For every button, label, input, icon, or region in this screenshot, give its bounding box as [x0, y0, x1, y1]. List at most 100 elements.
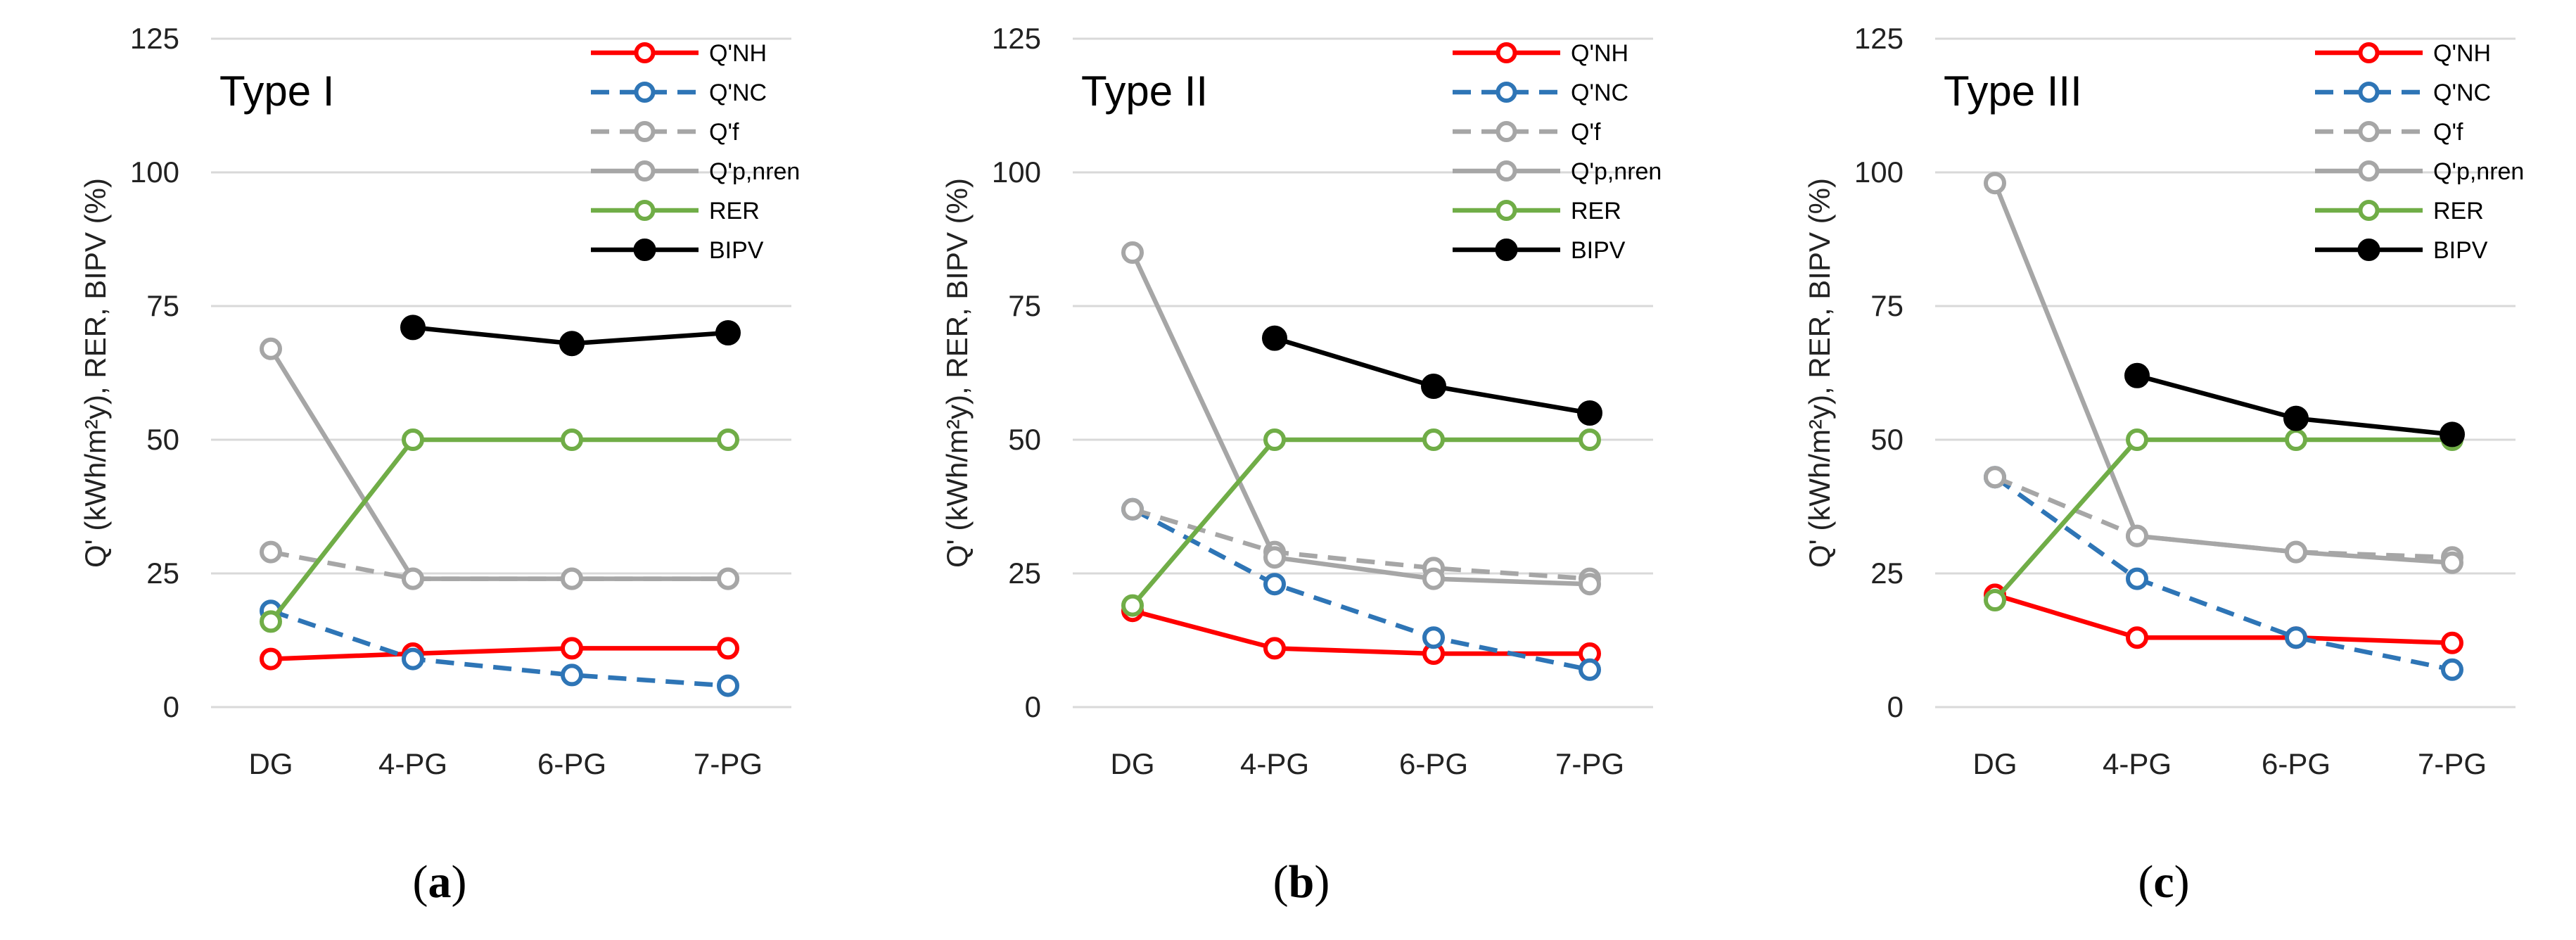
legend-q-nc-swatch-marker — [634, 82, 656, 103]
y-tick-label-0: 0 — [163, 690, 179, 723]
legend-q-p-nren-label: Q'p,nren — [709, 158, 800, 185]
x-tick-label-7-pg: 7-PG — [1555, 747, 1624, 780]
series-q-nc-point-7-pg — [2441, 658, 2463, 681]
series-q-nh-point-7-pg — [717, 637, 739, 660]
panel-label-open-paren: ( — [1273, 856, 1289, 908]
legend-q-p-nren-swatch-marker — [634, 160, 656, 182]
series-bipv-point-4-pg — [400, 315, 426, 341]
legend-rer-label: RER — [2433, 198, 2484, 224]
series-q-p-nren-point-7-pg — [2441, 551, 2463, 574]
series-q-p-nren-point-7-pg — [1579, 573, 1601, 596]
x-tick-label-6-pg: 6-PG — [2262, 747, 2330, 780]
panel-label: (c) — [2138, 856, 2189, 908]
x-tick-label-dg: DG — [249, 747, 293, 780]
series-bipv-point-6-pg — [1421, 374, 1446, 399]
series-rer-line — [1992, 437, 2455, 603]
legend-q-nc-swatch-marker — [1496, 82, 1517, 103]
legend-bipv-label: BIPV — [1571, 237, 1626, 264]
series-rer-line — [268, 437, 731, 624]
y-tick-label-125: 125 — [992, 22, 1041, 55]
y-tick-label-75: 75 — [1870, 289, 1904, 322]
legend-q-f-swatch-marker — [2358, 121, 2380, 142]
y-tick-label-0: 0 — [1887, 690, 1904, 723]
series-q-p-nren-line — [268, 346, 731, 581]
y-tick-label-50: 50 — [1008, 423, 1041, 456]
series-q-p-nren-point-4-pg — [2126, 524, 2148, 547]
x-tick-label-6-pg: 6-PG — [1399, 747, 1468, 780]
x-tick-label-4-pg: 4-PG — [378, 747, 447, 780]
panel-label: (a) — [413, 856, 467, 908]
series-q-nh-point-6-pg — [561, 637, 583, 660]
y-tick-label-100: 100 — [1854, 155, 1904, 189]
series-q-p-nren-line — [1130, 250, 1593, 587]
chart-title: Type II — [1081, 68, 1208, 115]
series-q-f-point-dg — [1121, 497, 1144, 521]
series-rer-point-dg — [1121, 594, 1144, 617]
x-tick-label-dg: DG — [1111, 747, 1155, 780]
series-q-nc-point-6-pg — [1422, 626, 1445, 649]
series-q-p-nren-point-4-pg — [402, 567, 424, 590]
panel-label-close-paren: ) — [1314, 856, 1330, 908]
series-q-nc-point-6-pg — [561, 663, 583, 687]
series-q-p-nren-point-4-pg — [1263, 546, 1286, 569]
legend-q-p-nren-label: Q'p,nren — [1571, 158, 1662, 185]
y-tick-label-25: 25 — [146, 557, 179, 590]
legend-q-f-label: Q'f — [2433, 119, 2463, 146]
series-q-f-point-dg — [260, 540, 282, 564]
series-bipv-point-4-pg — [2124, 362, 2150, 388]
series-rer-point-6-pg — [2285, 428, 2307, 451]
legend-rer-swatch-marker — [634, 200, 656, 221]
series-q-f-point-dg — [1984, 466, 2006, 489]
y-tick-label-25: 25 — [1008, 557, 1041, 590]
series-q-nc-point-4-pg — [1263, 573, 1286, 596]
legend-rer-swatch-marker — [2358, 200, 2380, 221]
series-q-nh-line — [1992, 592, 2455, 646]
legend-q-nh-swatch-marker — [2358, 42, 2380, 63]
legend-q-nh-label: Q'NH — [1571, 40, 1628, 67]
series-q-f-line — [1132, 507, 1590, 581]
chart-title: Type III — [1944, 68, 2082, 115]
series-q-p-nren-line — [1992, 180, 2455, 566]
legend-q-nc-label: Q'NC — [2433, 80, 2491, 106]
legend-q-f-label: Q'f — [1571, 119, 1601, 146]
y-tick-label-0: 0 — [1025, 690, 1041, 723]
panel-label-close-paren: ) — [452, 856, 467, 908]
series-q-nc-line — [1994, 475, 2453, 672]
legend-rer-label: RER — [709, 198, 760, 224]
y-tick-label-50: 50 — [1870, 423, 1904, 456]
y-tick-label-50: 50 — [146, 423, 179, 456]
panel-a: 0 25 50 75 100 125 DG 4-PG 6-PG 7-PG Q' (kWh/m²y),… — [79, 22, 800, 908]
series-q-nc-point-7-pg — [1579, 658, 1601, 681]
series-q-p-nren-point-dg — [1121, 241, 1144, 264]
series-rer-point-7-pg — [1579, 428, 1601, 451]
series-q-nc-point-7-pg — [717, 674, 739, 697]
series-bipv-point-4-pg — [1262, 325, 1287, 351]
series-q-p-nren-point-6-pg — [1422, 567, 1445, 590]
series-q-p-nren-point-6-pg — [561, 567, 583, 590]
panel-label-close-paren: ) — [2174, 856, 2190, 908]
series-bipv-point-7-pg — [1577, 400, 1602, 426]
y-axis-label: Q' (kWh/m²y), RER, BIPV (%) — [941, 178, 974, 568]
y-tick-label-125: 125 — [1854, 22, 1904, 55]
panel-label-letter: c — [2153, 856, 2174, 908]
series-q-nh-line — [1130, 608, 1593, 656]
chart-title: Type I — [219, 68, 334, 115]
x-tick-label-dg: DG — [1973, 747, 2017, 780]
legend-q-nc-swatch-marker — [2358, 82, 2380, 103]
series-q-nh-point-4-pg — [1263, 637, 1286, 660]
series-q-p-nren-point-dg — [1984, 172, 2006, 195]
x-tick-label-7-pg: 7-PG — [2418, 747, 2487, 780]
y-tick-label-100: 100 — [130, 155, 179, 189]
legend-q-f-label: Q'f — [709, 119, 739, 146]
panel-label-open-paren: ( — [2138, 856, 2153, 908]
series-q-p-nren-point-6-pg — [2285, 540, 2307, 564]
legend-q-p-nren-swatch-marker — [2358, 160, 2380, 182]
y-axis-label: Q' (kWh/m²y), RER, BIPV (%) — [1803, 178, 1836, 568]
series-q-nc-line — [1131, 507, 1590, 672]
x-tick-label-7-pg: 7-PG — [694, 747, 763, 780]
panel-label: (b) — [1273, 856, 1330, 908]
legend-q-nh-swatch-marker — [1496, 42, 1517, 63]
legend-bipv-label: BIPV — [2433, 237, 2488, 264]
